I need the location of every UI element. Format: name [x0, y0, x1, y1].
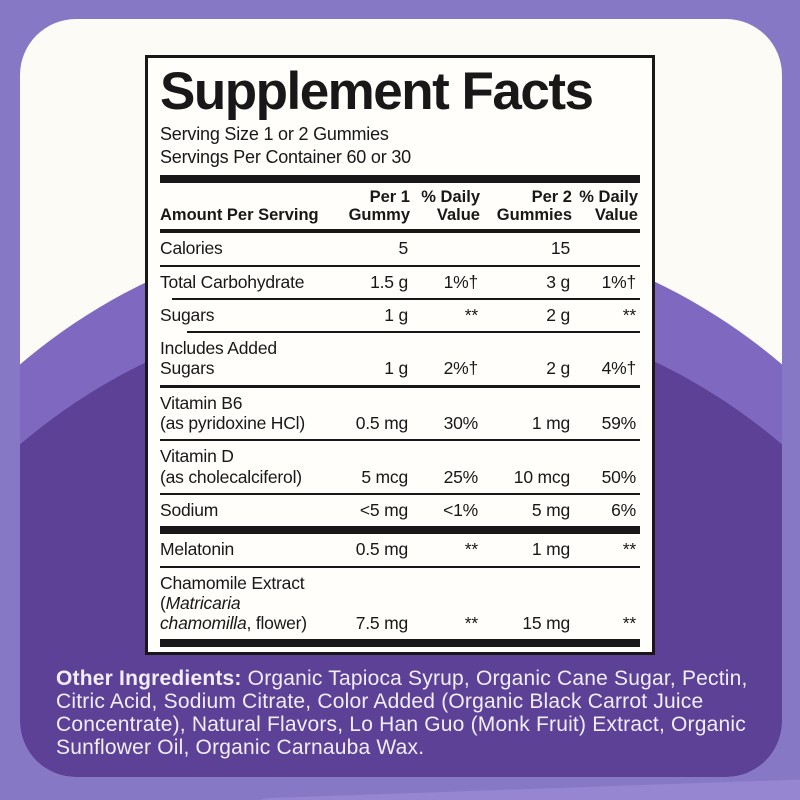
nutrient-name: Sugars — [160, 304, 215, 325]
per2-gummies-value: 3 g — [546, 271, 570, 292]
nutrient-name-line2: (as pyridoxine HCl) — [160, 413, 305, 434]
per1-gummy-value: 5 — [398, 238, 408, 259]
row-divider — [160, 264, 640, 267]
table-row: Sugars 1 g ** 2 g ** — [160, 300, 640, 331]
per1-gummy-value: <5 mg — [359, 499, 408, 520]
table-row: Total Carbohydrate 1.5 g 1%† 3 g 1%† — [160, 267, 640, 298]
divider-thick — [160, 526, 640, 535]
panel-title: Supplement Facts — [160, 62, 594, 121]
column-header-amount: Amount Per Serving — [160, 206, 319, 225]
row-divider — [160, 384, 640, 388]
daily-value-1: 25% — [443, 466, 479, 487]
nutrient-name: Includes Added Sugars — [160, 338, 277, 379]
per2-gummies-value: 15 mg — [522, 613, 570, 634]
daily-value-2: ** — [622, 539, 636, 560]
daily-value-2: 4%† — [601, 358, 637, 379]
daily-value-2: 6% — [611, 499, 636, 520]
daily-value-2: ** — [622, 304, 636, 325]
divider-thick — [160, 639, 640, 648]
serving-size-line: Serving Size 1 or 2 Gummies — [160, 124, 389, 145]
footnote-daily-values: † Percent Daily Values are based on a 2,… — [160, 654, 640, 655]
other-ingredients-list: Organic Tapioca Syrup, Organic Cane Suga… — [56, 667, 748, 760]
daily-value-1: ** — [464, 539, 478, 560]
column-header-per2-gummies: Per 2 Gummies — [496, 187, 572, 225]
row-divider — [160, 565, 640, 568]
table-header-row: Amount Per Serving Per 1 Gummy % Daily V… — [160, 183, 640, 229]
daily-value-2: 1%† — [601, 271, 637, 292]
nutrient-name-line1: Chamomile Extract — [160, 572, 305, 593]
nutrient-name: Total Carbohydrate — [160, 271, 305, 292]
per1-gummy-value: 0.5 mg — [355, 413, 409, 434]
daily-value-1: ** — [464, 613, 478, 634]
daily-value-1 — [412, 254, 482, 265]
daily-value-1: ** — [464, 304, 478, 325]
nutrient-name: Melatonin — [160, 539, 235, 560]
column-header-daily-value-1: % Daily Value — [421, 187, 480, 225]
per2-gummies-value: 2 g — [546, 304, 570, 325]
per1-gummy-value: 5 mcg — [361, 466, 408, 487]
servings-per-container-line: Servings Per Container 60 or 30 — [160, 147, 411, 168]
row-divider — [172, 297, 640, 300]
nutrient-name: Chamomile Extract (Matricaria chamomilla… — [160, 568, 334, 640]
other-ingredients-text: Other Ingredients: Organic Tapioca Syrup… — [56, 667, 764, 759]
table-row: Includes Added Sugars 1 g 2%† 2 g 4%† — [160, 333, 640, 385]
daily-value-1: <1% — [443, 499, 478, 520]
daily-value-1: 1%† — [443, 271, 479, 292]
latin-name-open: ( — [160, 592, 166, 613]
row-divider — [187, 331, 640, 334]
supplement-facts-panel: Supplement Facts Serving Size 1 or 2 Gum… — [145, 55, 655, 655]
table-row: Calories 5 15 — [160, 233, 640, 264]
per1-gummy-value: 1 g — [384, 358, 408, 379]
table-row: Melatonin 0.5 mg ** 1 mg ** — [160, 534, 640, 565]
per2-gummies-value: 1 mg — [531, 413, 570, 434]
daily-value-2: ** — [622, 613, 636, 634]
divider-thick — [160, 174, 640, 183]
row-divider — [160, 492, 640, 495]
per1-gummy-value: 1 g — [384, 304, 408, 325]
per1-gummy-value: 0.5 mg — [355, 539, 409, 560]
per1-gummy-value: 1.5 g — [370, 271, 408, 292]
nutrient-name-line2: (Matricaria chamomilla, flower) — [160, 593, 334, 634]
table-row: Vitamin D (as cholecalciferol) 5 mcg 25%… — [160, 441, 640, 493]
daily-value-1: 30% — [443, 413, 479, 434]
table-row: Sodium <5 mg <1% 5 mg 6% — [160, 495, 640, 526]
daily-value-2 — [574, 254, 640, 265]
latin-name-rest: , flower) — [246, 613, 308, 634]
column-header-per1-gummy: Per 1 Gummy — [348, 187, 410, 225]
footnotes: † Percent Daily Values are based on a 2,… — [160, 647, 640, 655]
nutrient-name: Vitamin D (as cholecalciferol) — [160, 441, 334, 493]
nutrient-name: Calories — [160, 238, 223, 259]
per2-gummies-value: 2 g — [546, 358, 570, 379]
nutrient-name-line2: (as cholecalciferol) — [160, 466, 302, 487]
per2-gummies-value: 10 mcg — [513, 466, 570, 487]
latin-name-italic: Matricaria chamomilla — [160, 592, 247, 634]
divider-medium — [160, 228, 640, 234]
nutrient-name: Vitamin B6 (as pyridoxine HCl) — [160, 388, 334, 440]
per2-gummies-value: 5 mg — [531, 499, 570, 520]
per2-gummies-value: 15 — [550, 238, 570, 259]
table-row: Vitamin B6 (as pyridoxine HCl) 0.5 mg 30… — [160, 388, 640, 440]
per1-gummy-value: 7.5 mg — [355, 613, 409, 634]
nutrient-name-line1: Vitamin B6 — [160, 392, 243, 413]
table-row: Chamomile Extract (Matricaria chamomilla… — [160, 568, 640, 640]
daily-value-2: 50% — [601, 466, 637, 487]
daily-value-2: 59% — [601, 413, 637, 434]
nutrient-name-line1: Vitamin D — [160, 446, 234, 467]
row-divider — [160, 439, 640, 442]
per2-gummies-value: 1 mg — [531, 539, 570, 560]
nutrient-name: Sodium — [160, 499, 219, 520]
column-header-daily-value-2: % Daily Value — [579, 187, 638, 225]
other-ingredients-label: Other Ingredients: — [56, 667, 242, 690]
daily-value-1: 2%† — [443, 358, 479, 379]
